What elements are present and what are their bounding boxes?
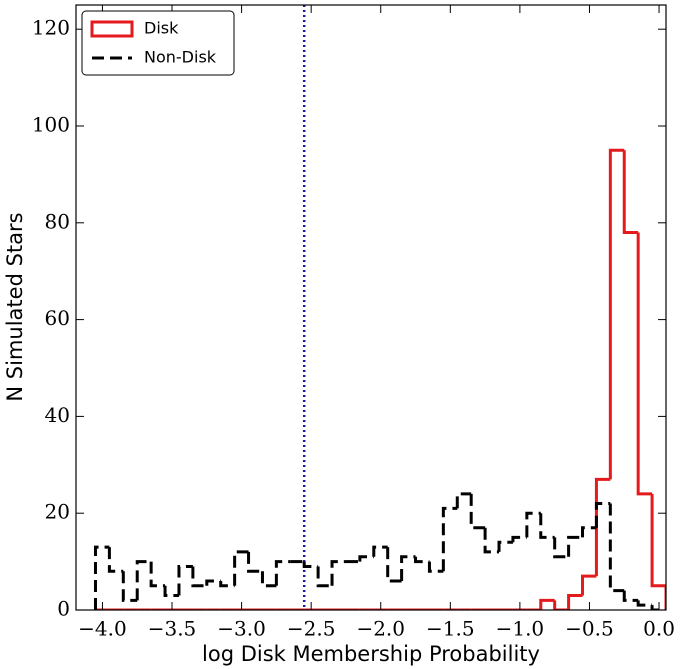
histogram-step <box>581 574 597 596</box>
y-axis-label: N Simulated Stars <box>3 212 27 401</box>
histogram-step <box>594 502 611 528</box>
histogram-step <box>372 545 388 557</box>
histogram-step <box>608 148 625 480</box>
histogram-step <box>636 232 653 496</box>
histogram-step <box>205 579 221 586</box>
histogram-step <box>553 537 569 559</box>
histogram-step <box>511 535 527 543</box>
histogram-step <box>386 547 402 583</box>
x-tick-label: −4.0 <box>78 617 127 641</box>
histogram-step <box>622 150 639 234</box>
histogram-step <box>594 477 611 577</box>
histogram-step <box>608 503 625 593</box>
x-tick-label: −2.5 <box>287 617 336 641</box>
legend-swatch <box>90 20 134 38</box>
histogram-step <box>553 600 569 610</box>
y-tick-label: 40 <box>45 403 70 427</box>
plot <box>93 5 666 610</box>
y-tick-label: 100 <box>32 113 70 137</box>
histogram-step <box>581 526 597 538</box>
histogram-step <box>427 561 444 573</box>
histogram-step <box>316 566 333 588</box>
plot-frame <box>75 4 667 611</box>
histogram-step <box>191 566 207 588</box>
histogram-step <box>525 511 541 538</box>
x-tick-label: 0.0 <box>643 617 675 641</box>
histogram-step <box>135 560 152 601</box>
x-tick-label: −2.0 <box>356 617 405 641</box>
histogram-step <box>358 555 374 562</box>
y-tick-label: 120 <box>32 16 70 40</box>
x-tick-label: −0.5 <box>565 617 614 641</box>
histogram-step <box>330 560 346 586</box>
histogram-step <box>149 561 166 588</box>
histogram-step <box>121 571 138 602</box>
histogram-step <box>650 493 666 610</box>
histogram-step <box>636 600 653 607</box>
histogram-step <box>622 590 639 602</box>
histogram-step <box>539 598 555 610</box>
histogram-step <box>567 593 583 610</box>
y-tick-label: 60 <box>45 306 70 330</box>
histogram-step <box>650 605 666 610</box>
histogram-step <box>483 527 500 554</box>
histogram-step <box>414 556 430 564</box>
histogram-step <box>107 547 124 573</box>
y-tick-label: 80 <box>45 209 70 233</box>
histogram-step <box>274 560 291 586</box>
histogram-step <box>163 585 179 597</box>
histogram-step <box>219 580 235 588</box>
legend-label: Non-Disk <box>144 48 217 67</box>
histogram-step <box>260 571 277 588</box>
histogram-step <box>455 492 472 509</box>
histogram-step <box>247 551 263 573</box>
histogram-step <box>302 561 319 568</box>
y-tick-label: 20 <box>45 500 70 524</box>
x-tick-label: −3.0 <box>217 617 266 641</box>
histogram-step <box>441 506 458 572</box>
histogram-step <box>93 545 110 610</box>
histogram-step <box>400 555 416 581</box>
histogram-step <box>233 550 249 586</box>
histogram-step <box>539 513 555 539</box>
x-tick-label: −1.5 <box>426 617 475 641</box>
legend-label: Disk <box>144 19 179 38</box>
x-axis-label: log Disk Membership Probability <box>202 642 540 666</box>
histogram-step <box>497 540 513 552</box>
histogram-step <box>177 564 193 596</box>
x-tick-label: −1.0 <box>496 617 545 641</box>
x-tick-label: −3.5 <box>148 617 197 641</box>
histogram-step <box>469 493 486 530</box>
y-tick-label: 0 <box>57 597 70 621</box>
histogram-step <box>567 535 583 557</box>
